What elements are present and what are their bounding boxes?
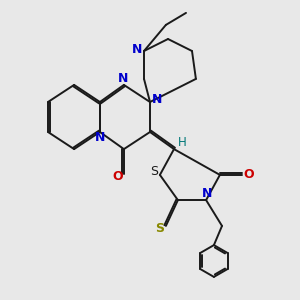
Text: S: S <box>151 165 158 178</box>
Text: O: O <box>112 169 123 183</box>
Text: H: H <box>178 136 187 149</box>
Text: O: O <box>243 167 254 181</box>
Text: N: N <box>118 72 128 85</box>
Text: N: N <box>202 187 212 200</box>
Text: N: N <box>132 43 142 56</box>
Text: S: S <box>155 222 164 236</box>
Text: N: N <box>152 93 162 106</box>
Text: N: N <box>95 131 106 144</box>
